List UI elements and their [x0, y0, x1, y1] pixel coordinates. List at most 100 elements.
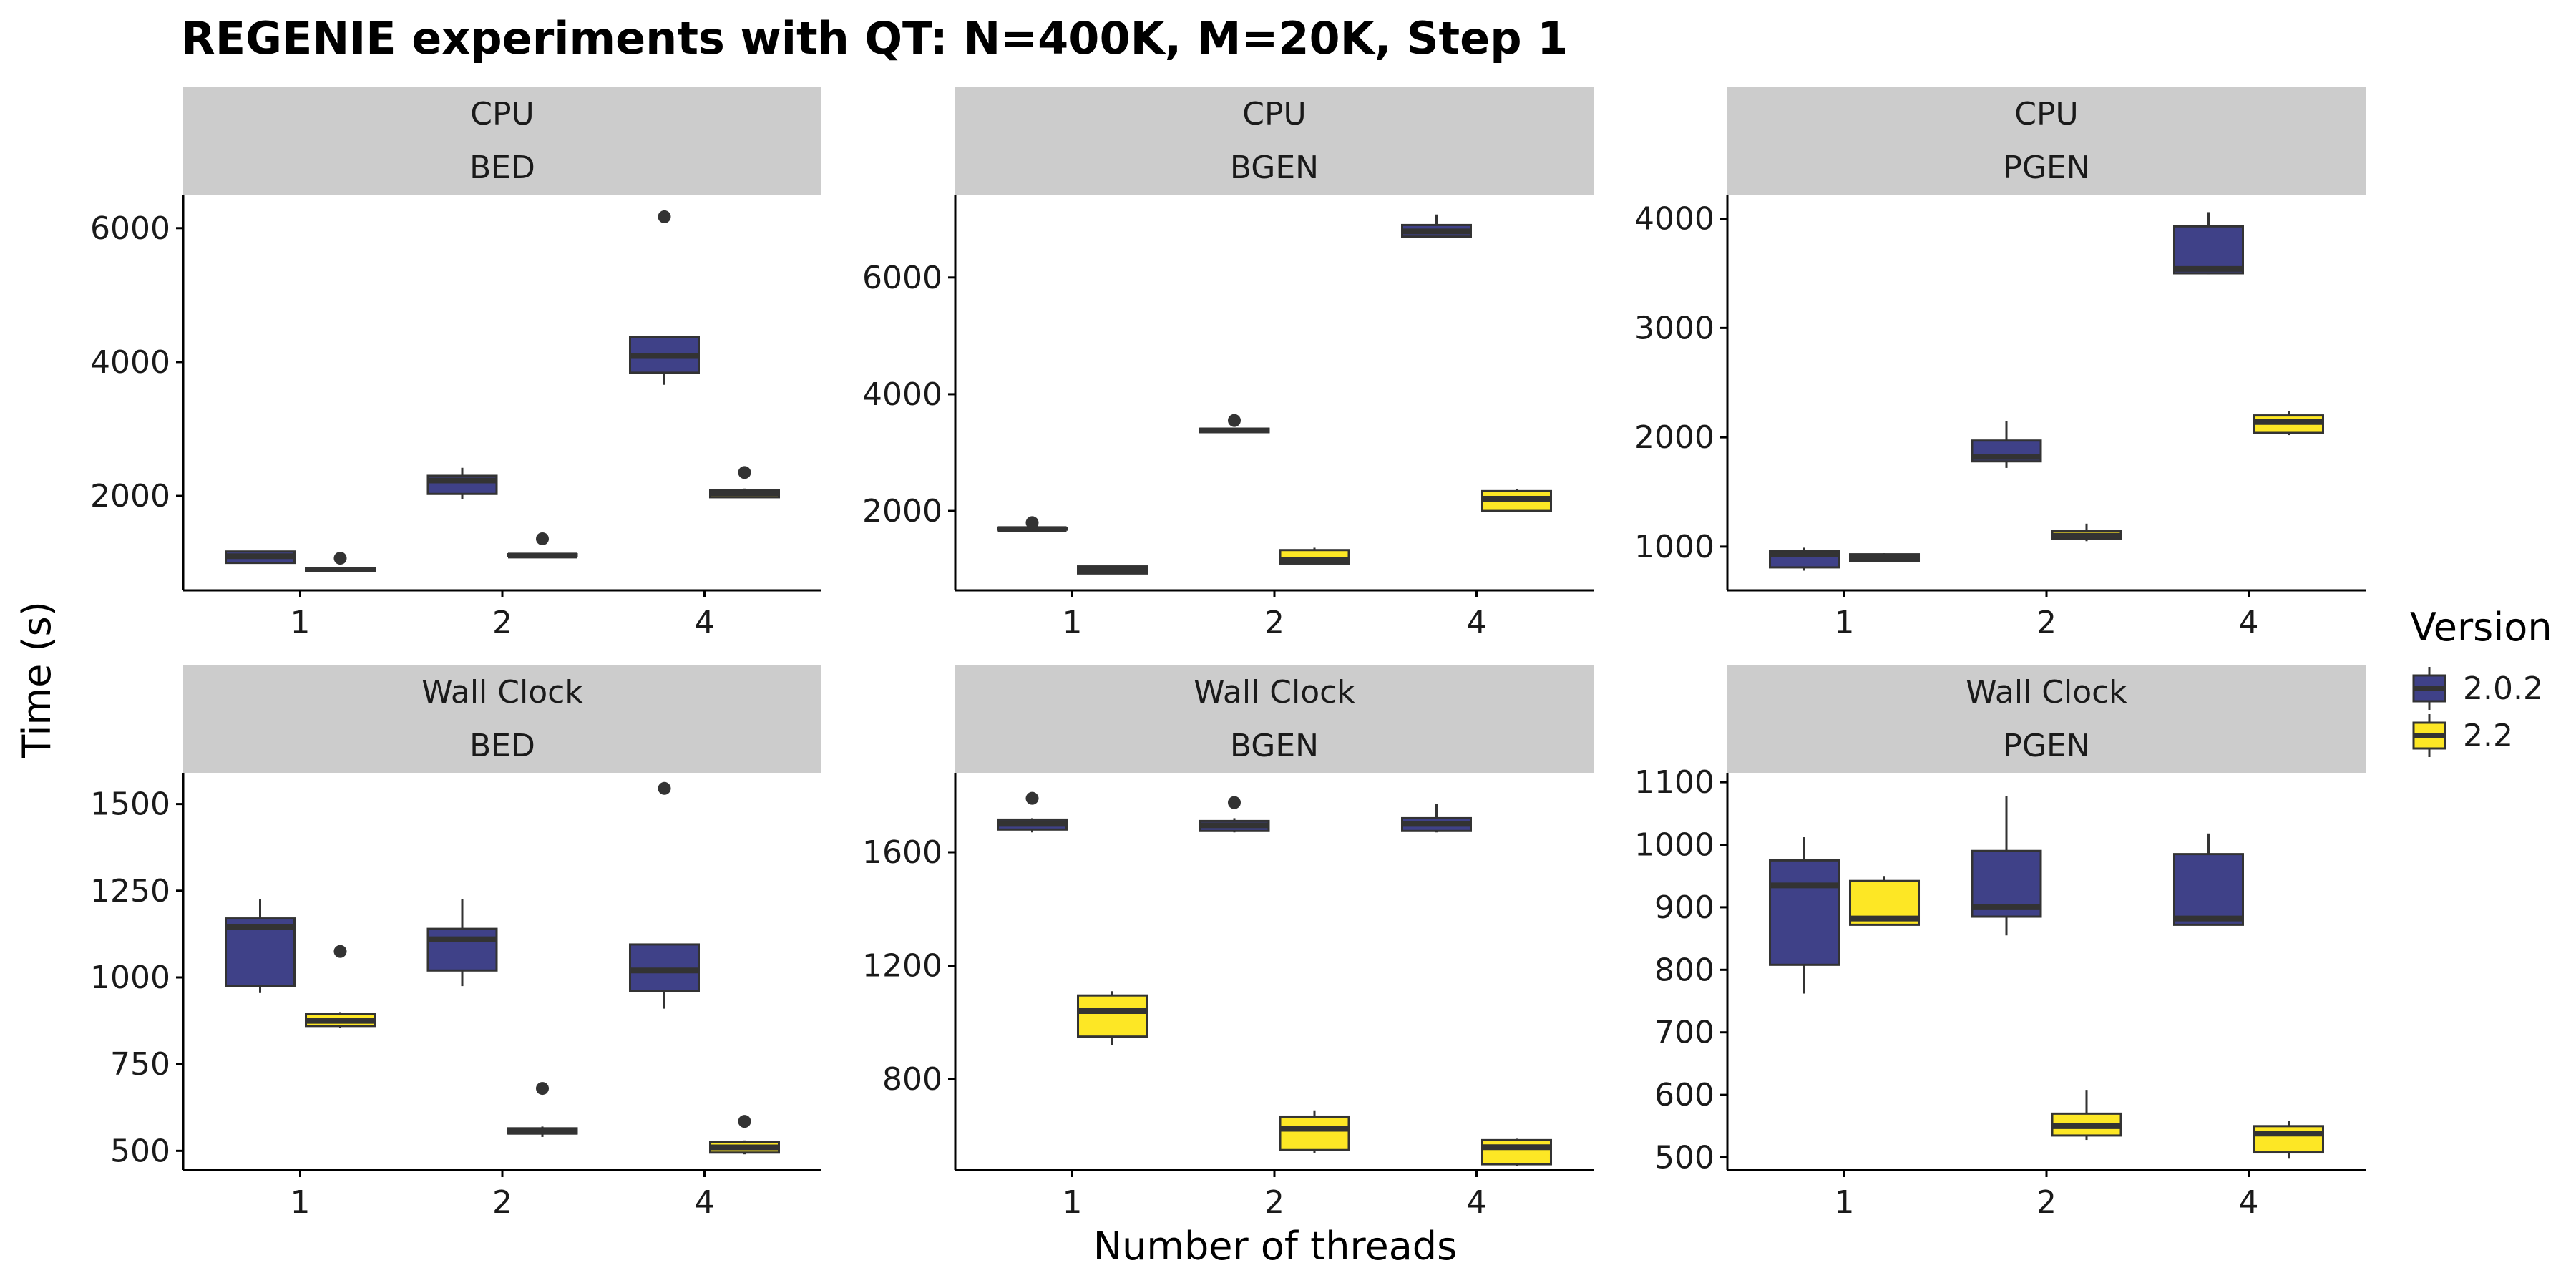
- y-tick-label: 4000: [862, 376, 942, 413]
- x-tick-label: 2: [2036, 1184, 2057, 1221]
- x-tick-label: 2: [1264, 605, 1284, 641]
- outlier-point: [1025, 516, 1039, 530]
- facet-strip-row-label: Wall Clock: [421, 674, 583, 711]
- box-1-threads-v2-0-2: [1769, 547, 1840, 571]
- y-tick-label: 900: [1654, 889, 1714, 926]
- box-4-threads-v2-2: [1480, 489, 1552, 512]
- box-2-threads-v2-0-2: [1199, 796, 1270, 833]
- facet-strip-row-label: CPU: [470, 96, 534, 132]
- legend-title: Version: [2410, 605, 2552, 650]
- x-tick-label: 1: [1063, 605, 1083, 641]
- y-tick-label: 1200: [862, 948, 942, 985]
- box-rect: [426, 927, 498, 972]
- y-tick-label: 750: [110, 1046, 170, 1083]
- legend-label: 2.0.2: [2463, 670, 2543, 707]
- outlier-point: [536, 1082, 549, 1096]
- facet-strip: [955, 665, 1594, 773]
- facet-strip-col-label: PGEN: [2003, 150, 2089, 186]
- box-4-threads-v2-2: [1480, 1138, 1552, 1166]
- facet-strip-row-label: CPU: [2014, 96, 2078, 132]
- facet-strip-col-label: BGEN: [1230, 728, 1319, 764]
- outlier-point: [1228, 796, 1241, 809]
- box-1-threads-v2-0-2: [1769, 837, 1840, 994]
- outlier-point: [1025, 791, 1039, 805]
- x-tick-label: 4: [1466, 605, 1486, 641]
- box-1-threads-v2-2: [1077, 565, 1148, 575]
- y-tick-label: 1000: [90, 960, 170, 996]
- box-1-threads-v2-2: [1849, 553, 1921, 562]
- y-tick-label: 600: [1654, 1077, 1714, 1113]
- box-4-threads-v2-2: [708, 466, 780, 499]
- box-1-threads-v2-0-2: [997, 791, 1068, 833]
- x-tick-label: 2: [1264, 1184, 1284, 1221]
- box-2-threads-v2-2: [1279, 547, 1350, 565]
- box-2-threads-v2-2: [2051, 523, 2122, 542]
- box-2-threads-v2-2: [2051, 1090, 2122, 1141]
- box-4-threads-v2-0-2: [2172, 212, 2244, 275]
- box-4-threads-v2-0-2: [1400, 214, 1472, 238]
- x-tick-label: 4: [2238, 605, 2258, 641]
- facet-strip-row-label: CPU: [1242, 96, 1306, 132]
- x-tick-label: 4: [694, 1184, 714, 1221]
- box-2-threads-v2-0-2: [1971, 796, 2042, 936]
- facet-wall-clock-bed: Wall Clock BED 500 750 1000 1250 1500 1 2 4: [90, 665, 821, 1221]
- facet-strip: [183, 665, 821, 773]
- box-4-threads-v2-2: [2253, 411, 2324, 436]
- x-tick-label: 2: [492, 605, 512, 641]
- box-1-threads-v2-0-2: [225, 899, 296, 993]
- box-2-threads-v2-2: [507, 532, 578, 559]
- facet-strip-col-label: BED: [469, 728, 535, 764]
- facet-strip-row-label: Wall Clock: [1966, 674, 2127, 711]
- facet-strip-col-label: BED: [469, 150, 535, 186]
- outlier-point: [738, 466, 751, 479]
- outlier-point: [333, 552, 347, 565]
- facet-strip: [1727, 87, 2366, 195]
- x-tick-label: 1: [291, 1184, 311, 1221]
- legend-entries: 2.0.2 2.2: [2412, 667, 2543, 757]
- outlier-point: [658, 210, 671, 223]
- x-tick-label: 1: [1835, 605, 1855, 641]
- box-1-threads-v2-0-2: [997, 516, 1068, 532]
- box-2-threads-v2-0-2: [1199, 414, 1270, 434]
- y-tick-label: 500: [1654, 1140, 1714, 1176]
- y-tick-label: 1100: [1634, 764, 1714, 801]
- y-tick-label: 6000: [862, 260, 942, 296]
- box-2-threads-v2-0-2: [1971, 421, 2042, 468]
- box-4-threads-v2-0-2: [628, 210, 700, 385]
- y-tick-label: 500: [110, 1133, 170, 1169]
- y-tick-label: 800: [882, 1061, 942, 1098]
- y-tick-label: 1600: [862, 834, 942, 871]
- box-4-threads-v2-2: [2253, 1121, 2324, 1159]
- box-rect: [1769, 859, 1840, 966]
- box-rect: [2172, 853, 2244, 926]
- box-4-threads-v2-0-2: [1400, 804, 1472, 833]
- facet-panels: CPU BED 2000 4000 6000 1 2 4 CPU BGEN 2000 4000 6000…: [90, 87, 2366, 1221]
- box-1-threads-v2-2: [305, 945, 376, 1028]
- box-2-threads-v2-0-2: [426, 899, 498, 987]
- facet-cpu-bed: CPU BED 2000 4000 6000 1 2 4: [90, 87, 821, 641]
- facet-strip: [955, 87, 1594, 195]
- facet-strip-col-label: BGEN: [1230, 150, 1319, 186]
- chart-title: REGENIE experiments with QT: N=400K, M=2…: [181, 12, 1568, 64]
- facet-wall-clock-pgen: Wall Clock PGEN 500 600 700 800 900 1000 1100 1 2 4: [1634, 665, 2366, 1221]
- facet-strip-row-label: Wall Clock: [1194, 674, 1355, 711]
- box-1-threads-v2-2: [1849, 876, 1921, 926]
- box-rect: [2172, 225, 2244, 275]
- box-1-threads-v2-0-2: [225, 550, 296, 565]
- box-rect: [1279, 1115, 1350, 1151]
- x-axis-title: Number of threads: [1093, 1224, 1457, 1269]
- y-tick-label: 800: [1654, 952, 1714, 988]
- facet-strip-col-label: PGEN: [2003, 728, 2089, 764]
- x-tick-label: 4: [2238, 1184, 2258, 1221]
- box-1-threads-v2-2: [1077, 991, 1148, 1045]
- y-tick-label: 1000: [1634, 827, 1714, 864]
- y-tick-label: 2000: [862, 493, 942, 530]
- x-tick-label: 2: [2036, 605, 2057, 641]
- outlier-point: [738, 1115, 751, 1128]
- y-tick-label: 1250: [90, 873, 170, 909]
- box-4-threads-v2-2: [708, 1115, 780, 1155]
- x-tick-label: 2: [492, 1184, 512, 1221]
- outlier-point: [1228, 414, 1241, 427]
- box-1-threads-v2-2: [305, 552, 376, 572]
